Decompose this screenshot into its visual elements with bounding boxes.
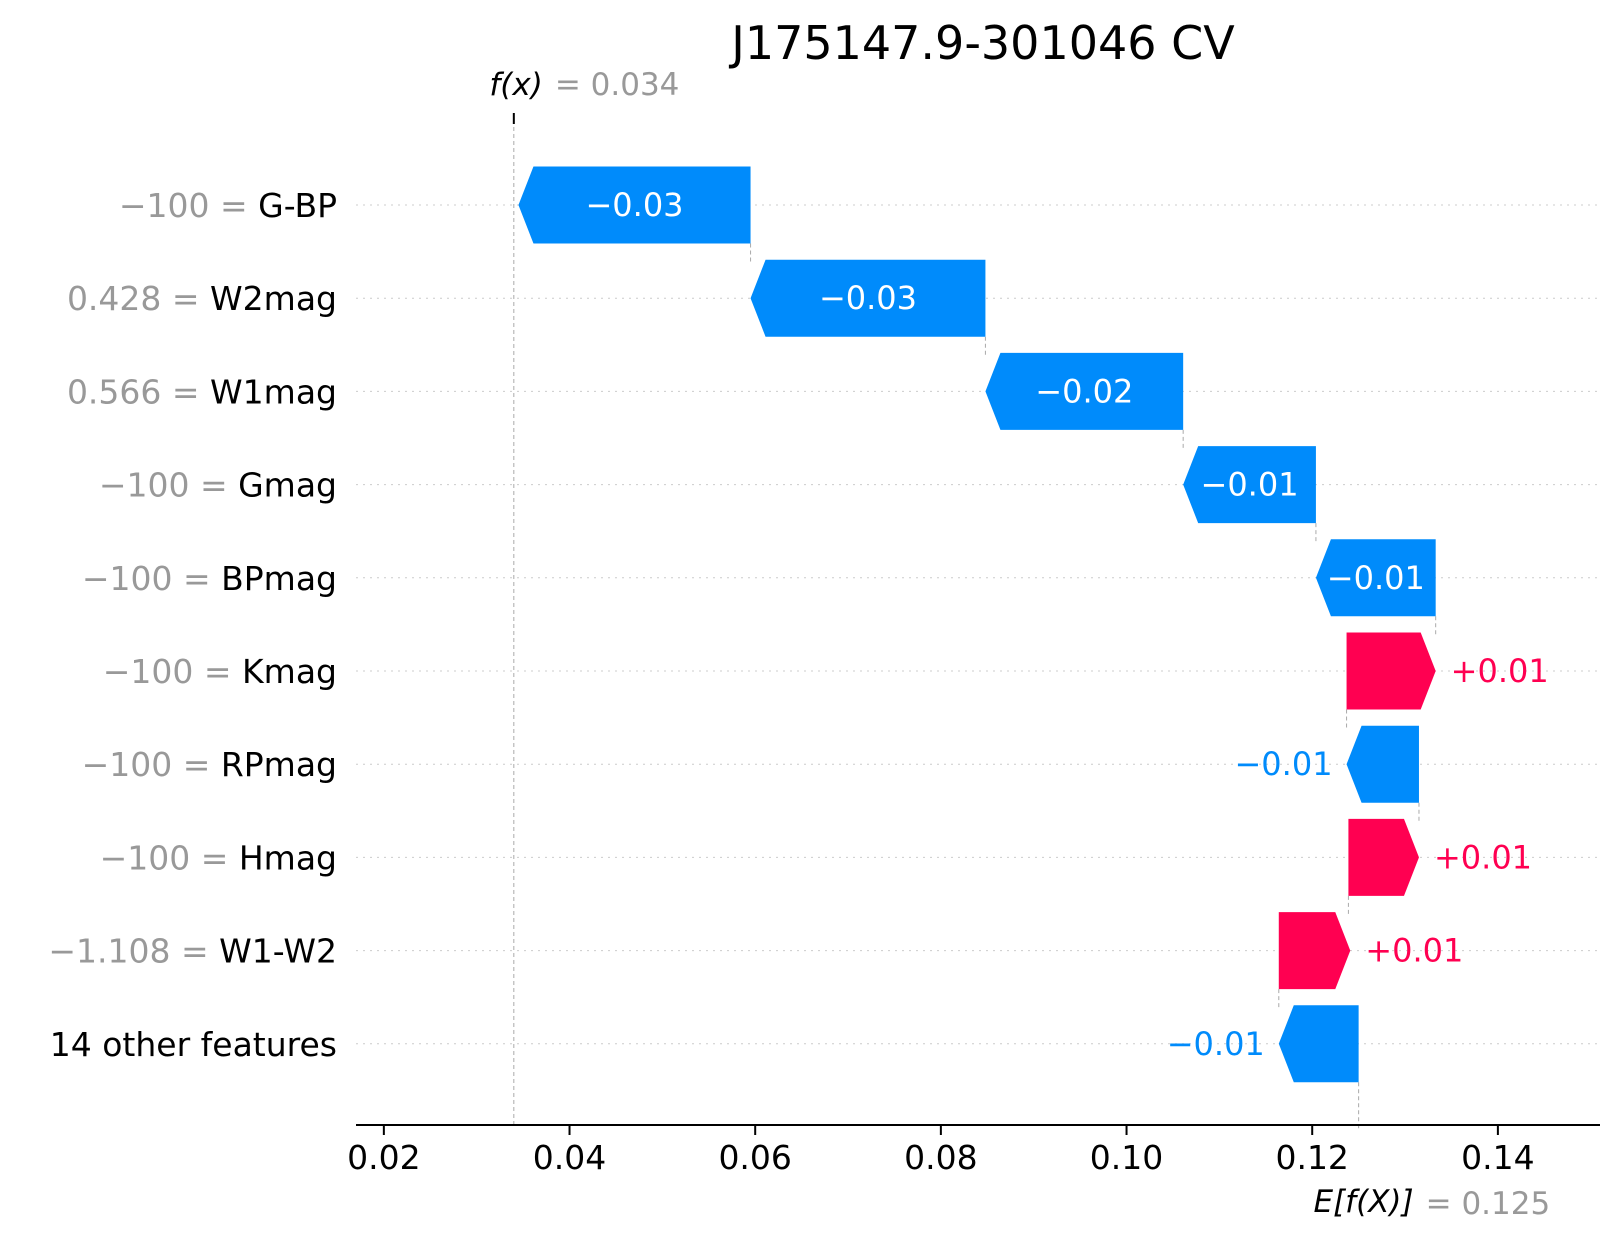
x-tick-label: 0.12 [1275, 1138, 1348, 1177]
fx-annotation: f(x) = 0.034 [489, 67, 679, 103]
bar-positive [1346, 632, 1436, 710]
fx-label: f(x) [489, 67, 542, 103]
bar-negative [1183, 446, 1316, 524]
bar-value-label: −0.02 [1035, 372, 1133, 410]
bar-value-label: −0.01 [1201, 466, 1299, 504]
feature-label: −100 = Hmag [100, 838, 337, 877]
feature-label: 0.428 = W2mag [67, 279, 337, 318]
feature-label: −100 = Gmag [99, 466, 337, 505]
bar-negative [985, 352, 1184, 430]
feature-value: 0.566 = [67, 372, 210, 411]
efx-value: = 0.125 [1426, 1186, 1551, 1222]
bar-value-label: −0.03 [819, 279, 917, 317]
bar-value-label: −0.01 [1327, 559, 1425, 597]
feature-label: 14 other features [50, 1025, 337, 1064]
feature-value: −100 = [82, 745, 221, 784]
feature-label: −100 = RPmag [82, 745, 337, 784]
bar-value-label: +0.01 [1451, 652, 1549, 690]
feature-value: −1.108 = [48, 932, 219, 971]
bar-negative [750, 259, 986, 337]
feature-name: W1-W2 [219, 932, 337, 971]
feature-value: −100 = [103, 652, 242, 691]
bar-negative [1346, 725, 1419, 803]
bar-negative [518, 166, 751, 244]
feature-value: −100 = [99, 466, 238, 505]
bar-value-label: −0.01 [1167, 1025, 1265, 1063]
x-axis: 0.02 0.04 0.06 0.08 0.10 0.12 0.14 [347, 1124, 1600, 1177]
feature-name: BPmag [221, 559, 337, 598]
bar-value-label: −0.03 [585, 186, 683, 224]
bar-positive [1278, 912, 1351, 990]
efx-label: E[f(X)] [1314, 1184, 1414, 1220]
bar-value-label: +0.01 [1434, 838, 1532, 876]
labels: −0.03 −100 = G-BP −0.03 0.428 = W2mag −0.02 0… [48, 186, 1548, 1064]
feature-name: Hmag [239, 838, 337, 877]
x-tick-label: 0.08 [904, 1138, 977, 1177]
bar-positive [1348, 818, 1419, 896]
feature-name: W2mag [210, 279, 337, 318]
bar-negative [1315, 539, 1436, 617]
feature-name: W1mag [210, 372, 337, 411]
bar-value-label: −0.01 [1234, 745, 1332, 783]
connector-lines [750, 243, 1437, 1008]
x-tick-label: 0.04 [533, 1138, 606, 1177]
reference-lines [512, 113, 1360, 1129]
feature-label: −100 = BPmag [82, 559, 337, 598]
feature-label: 0.566 = W1mag [67, 372, 337, 411]
bars [518, 166, 1436, 1083]
feature-value: −100 = [82, 559, 221, 598]
feature-value: 0.428 = [67, 279, 210, 318]
feature-name: RPmag [221, 745, 337, 784]
feature-name: 14 other features [50, 1025, 337, 1064]
feature-name: Kmag [242, 652, 337, 691]
fx-value: = 0.034 [555, 67, 680, 103]
x-tick-label: 0.02 [347, 1138, 420, 1177]
bar-negative [1278, 1005, 1359, 1083]
feature-name: Gmag [238, 466, 337, 505]
x-tick-label: 0.14 [1461, 1138, 1534, 1177]
efx-annotation: E[f(X)] = 0.125 [1314, 1184, 1551, 1222]
chart-title: J175147.9-301046 CV [728, 16, 1235, 70]
bar-value-label: +0.01 [1365, 932, 1463, 970]
feature-value: −100 = [100, 838, 239, 877]
feature-label: −100 = G-BP [119, 186, 337, 225]
feature-label: −1.108 = W1-W2 [48, 932, 337, 971]
feature-value: −100 = [119, 186, 258, 225]
feature-name: G-BP [258, 186, 337, 225]
feature-label: −100 = Kmag [103, 652, 337, 691]
x-tick-label: 0.06 [718, 1138, 791, 1177]
x-tick-label: 0.10 [1090, 1138, 1163, 1177]
